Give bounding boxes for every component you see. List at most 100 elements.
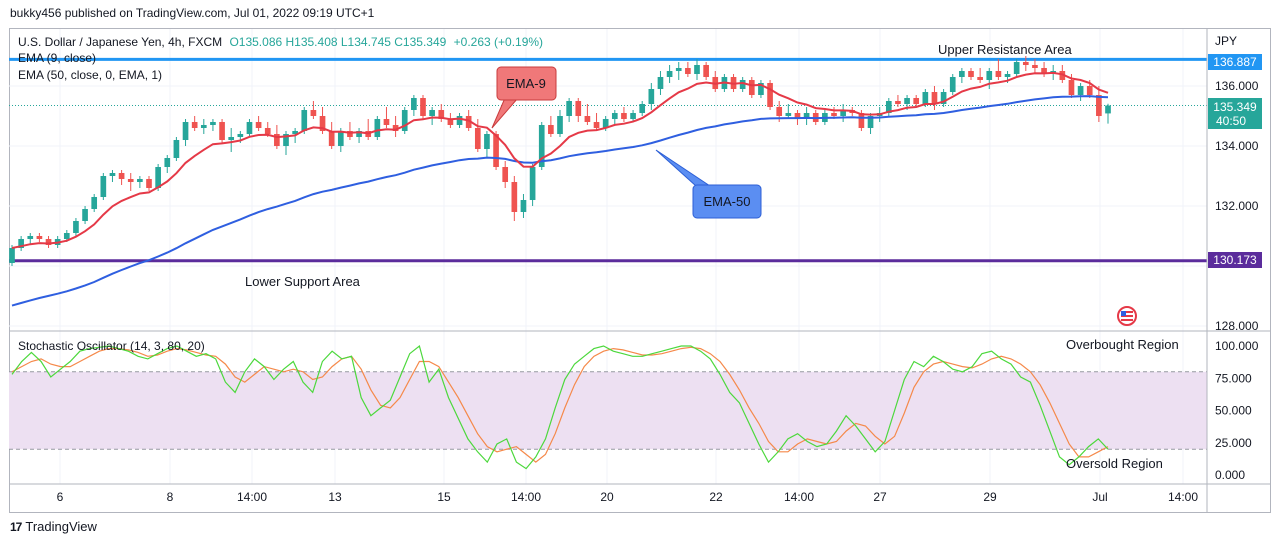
candle [146, 176, 152, 191]
overbought-label: Overbought Region [1066, 337, 1179, 352]
candle [438, 104, 445, 122]
time-tick-label: 6 [57, 490, 64, 504]
candle [283, 131, 289, 155]
candle [639, 101, 646, 116]
candle [118, 170, 125, 185]
candle [557, 110, 563, 137]
candle [1077, 83, 1084, 101]
candles [9, 56, 1111, 266]
candle [73, 218, 79, 236]
currency-label: JPY [1215, 34, 1237, 48]
candle [986, 68, 993, 89]
candle [1041, 62, 1047, 77]
candle-body [127, 179, 134, 182]
candle-body [831, 113, 837, 116]
candle [931, 86, 938, 110]
candle-body [411, 98, 417, 110]
candle-body [246, 122, 253, 134]
candle-body [648, 89, 655, 104]
candle [411, 95, 417, 116]
candle-body [657, 77, 664, 89]
candle-body [63, 233, 70, 239]
candle [666, 65, 673, 83]
stoch-axis[interactable]: 100.000 75.000 50.000 25.000 0.000 [1215, 339, 1259, 482]
support-price-text: 130.173 [1213, 253, 1257, 267]
candle-body [1077, 86, 1084, 95]
candle-body [803, 113, 810, 119]
time-tick-label: 13 [328, 490, 342, 504]
stoch-tick-label: 0.000 [1215, 468, 1245, 482]
candle [246, 119, 253, 137]
candle-body [173, 140, 180, 158]
ema50-callout-label: EMA-50 [704, 194, 751, 209]
candle [785, 104, 792, 119]
candle [210, 119, 216, 131]
candle [712, 71, 719, 92]
candle [191, 116, 198, 131]
candle-body [392, 125, 399, 131]
publish-line: bukky456 published on TradingView.com, J… [10, 6, 375, 20]
candle-body [904, 98, 910, 104]
candle [739, 77, 746, 92]
candle [219, 119, 225, 143]
us-flag-icon[interactable] [1117, 306, 1137, 326]
candle [913, 95, 920, 107]
price-axis[interactable]: 136.000 134.000 132.000 128.000 [1215, 79, 1259, 333]
candle-body [776, 107, 783, 116]
candle-body [118, 173, 125, 179]
resistance-price-tag: 136.887 [1208, 54, 1262, 70]
last-price-tag: 135.349 40:50 [1208, 98, 1262, 129]
candle-body [255, 122, 262, 128]
candle [1105, 103, 1111, 124]
candle [1096, 86, 1102, 122]
candle [447, 113, 454, 128]
candle-body [283, 134, 289, 146]
time-tick-label: 27 [873, 490, 887, 504]
time-tick-label: 14:00 [237, 490, 267, 504]
candle [548, 116, 554, 137]
candle-body [1032, 65, 1038, 68]
ema9-callout-label: EMA-9 [506, 76, 546, 91]
candle-body [210, 122, 216, 125]
candle-body [529, 167, 536, 200]
ema9-callout[interactable]: EMA-9 [491, 66, 557, 129]
candle [456, 113, 463, 128]
candle-body [931, 92, 938, 104]
candle [164, 155, 171, 173]
candle-body [109, 173, 116, 176]
candle [255, 116, 262, 131]
time-axis[interactable]: 6 8 14:00 13 15 14:00 20 22 14:00 27 29 Jul 14:00 [57, 490, 1199, 504]
candle-body [685, 68, 691, 74]
candle-body [274, 134, 280, 146]
upper-resistance-label: Upper Resistance Area [938, 42, 1072, 57]
candle [767, 80, 773, 110]
lower-support-label: Lower Support Area [245, 274, 361, 289]
ema50-callout[interactable]: EMA-50 [655, 149, 762, 219]
candle-body [493, 134, 499, 167]
candle-body [611, 113, 618, 119]
legend-ema50: EMA (50, close, 0, EMA, 1) [18, 68, 162, 82]
price-tick-label: 134.000 [1215, 139, 1259, 153]
candle-body [9, 248, 15, 263]
candle [474, 119, 481, 152]
candle [566, 98, 572, 122]
candle-body [968, 71, 974, 77]
candle [127, 173, 134, 191]
candle-body [566, 101, 572, 116]
candle-body [584, 116, 591, 122]
candle-body [91, 197, 98, 209]
candle [940, 89, 947, 107]
candle-body [703, 65, 709, 77]
candle [328, 122, 335, 149]
candle-body [465, 116, 472, 128]
stoch-tick-label: 100.000 [1215, 339, 1259, 353]
time-tick-label: Jul [1092, 490, 1107, 504]
legend-change: +0.263 (+0.19%) [454, 35, 543, 49]
candle [27, 233, 34, 245]
candle [383, 107, 390, 128]
candle-body [383, 119, 390, 125]
candle [538, 122, 545, 170]
candle-body [292, 131, 298, 134]
candle [182, 119, 189, 146]
